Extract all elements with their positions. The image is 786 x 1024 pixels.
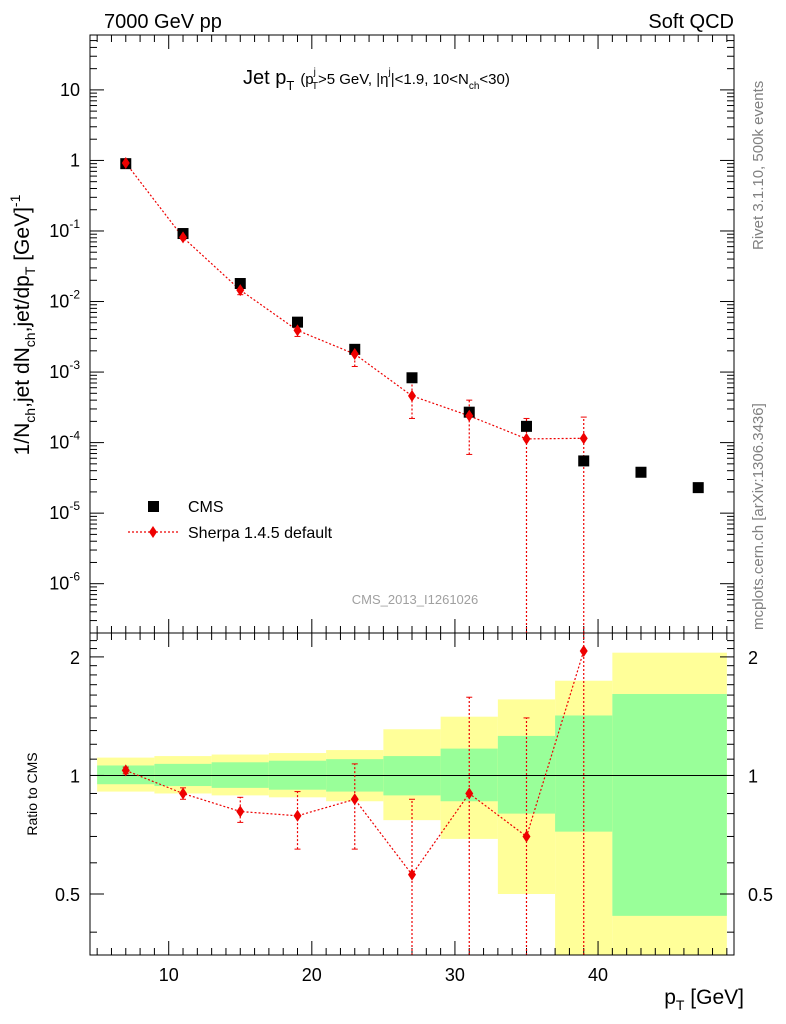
ylabel-a-sub: ch [22, 408, 38, 423]
header-left: 7000 GeV pp [104, 11, 222, 33]
cms-point [406, 372, 418, 384]
main-ytick-label: 10-4 [49, 429, 80, 453]
ratio-mc-point [236, 805, 245, 818]
title-p1-sub: T [312, 81, 318, 92]
band-stat [612, 694, 727, 916]
main-frame [89, 34, 735, 634]
title-p1: (p [300, 71, 313, 88]
main-gridlayer: 10-6 10-5 10-4 10-3 10-2 10-1 1 10 [49, 34, 734, 634]
main-ylabel: 1/Nch,jet dNch,jet/dpT [GeV]-1 [7, 194, 38, 455]
ratio-mc-line [125, 650, 585, 876]
ratio-ytick-label-left: 0.5 [55, 885, 80, 905]
main-ytick-label: 10 [60, 80, 80, 100]
ratio-mc-point [121, 764, 130, 777]
main-ytick-label: 1 [70, 150, 80, 170]
mc-point [522, 432, 531, 445]
xlabel-a: p [664, 986, 676, 1009]
cms-point [292, 316, 304, 328]
mc-point [121, 156, 130, 169]
main-ytick-label: 10-5 [49, 499, 80, 523]
ratio-xtick-label: 10 [159, 965, 179, 985]
ratio-mc-point [465, 787, 474, 800]
cms-point [234, 278, 246, 290]
ratio-mc-point [522, 830, 531, 843]
legend-label-cms: CMS [188, 499, 224, 516]
main-ytick-label: 10-1 [49, 217, 80, 241]
ratio-ylabel: Ratio to CMS [24, 752, 40, 835]
mc-point [236, 284, 245, 297]
ratio-ytick-label-right: 1 [748, 766, 758, 786]
header-right: Soft QCD [648, 11, 734, 33]
ratio-mc-point [293, 809, 302, 822]
mc-point [293, 324, 302, 337]
watermark: CMS_2013_I1261026 [352, 592, 479, 607]
ylabel-a: 1/N [11, 423, 34, 456]
ratio-series-layer [121, 633, 588, 955]
side-label-mcplots: mcplots.cern.ch [arXiv:1306.3436] [750, 403, 767, 630]
ratio-xtick-label: 40 [588, 965, 608, 985]
mc-point [179, 231, 188, 244]
legend: CMS Sherpa 1.4.5 default [128, 499, 333, 542]
ratio-gridlayer: 0.5 0.5 1 1 2 2 10 20 30 40 [55, 633, 773, 985]
title-p4: <30) [479, 71, 509, 88]
main-ytick-label: 10-3 [49, 358, 80, 382]
cms-point [520, 420, 532, 432]
side-label-rivet: Rivet 3.1.10, 500k events [750, 81, 767, 250]
title-p2-sup: j [387, 67, 390, 78]
ratio-band-layer [97, 652, 727, 955]
mc-point [408, 389, 416, 402]
ratio-xtick-label: 20 [302, 965, 322, 985]
mc-point [350, 348, 359, 361]
ratio-xlabel: pT [GeV] [664, 986, 744, 1013]
main-ytick-label: 10-6 [49, 570, 80, 594]
mc-point [465, 409, 474, 422]
mc-point [579, 432, 588, 445]
ratio-frame [89, 632, 735, 956]
ratio-ytick-label-left: 1 [70, 766, 80, 786]
ylabel-b: ,jet dN [11, 347, 34, 408]
main-ytick-label: 10-2 [49, 288, 80, 312]
xlabel-b: [GeV] [684, 986, 744, 1009]
ratio-mc-point [350, 793, 359, 806]
xlabel-a-sub: T [676, 997, 685, 1013]
title-p3: |<1.9, 10<N [391, 71, 469, 88]
title-p2: >5 GeV, |η [318, 71, 388, 88]
ylabel-d-sup: -1 [7, 194, 23, 207]
ylabel-d: [GeV] [11, 207, 34, 267]
cms-point [635, 466, 647, 478]
ratio-xtick-label: 30 [445, 965, 465, 985]
ylabel-c-sub: T [22, 266, 38, 275]
legend-label-mc: Sherpa 1.4.5 default [188, 525, 333, 542]
title-p1-sup: j [313, 67, 316, 78]
legend-marker-mc [149, 526, 157, 538]
cms-point [692, 482, 704, 494]
ratio-ytick-label-left: 2 [70, 648, 80, 668]
cms-point [578, 455, 590, 467]
ratio-ytick-label-right: 2 [748, 648, 758, 668]
title-main-sub: T [286, 78, 294, 93]
ratio-mc-point [579, 645, 588, 658]
mc-line [125, 162, 584, 440]
ratio-mc-point [408, 868, 416, 881]
ratio-mc-point [179, 787, 188, 800]
ratio-panel: 0.5 0.5 1 1 2 2 10 20 30 40 Ratio to CMS pT [GeV] [24, 632, 773, 1013]
ylabel-c: ,jet/dp [11, 275, 34, 332]
legend-marker-cms [148, 501, 159, 512]
title-p3-sub: ch [469, 81, 480, 92]
main-series-layer [120, 156, 704, 633]
ylabel-b-sub: ch [22, 332, 38, 347]
ratio-ytick-label-right: 0.5 [748, 885, 773, 905]
main-title: Jet pT (pj T>5 GeV, |ηj|<1.9, 10<Nch<30) [243, 67, 510, 93]
title-main: Jet p [243, 67, 286, 89]
